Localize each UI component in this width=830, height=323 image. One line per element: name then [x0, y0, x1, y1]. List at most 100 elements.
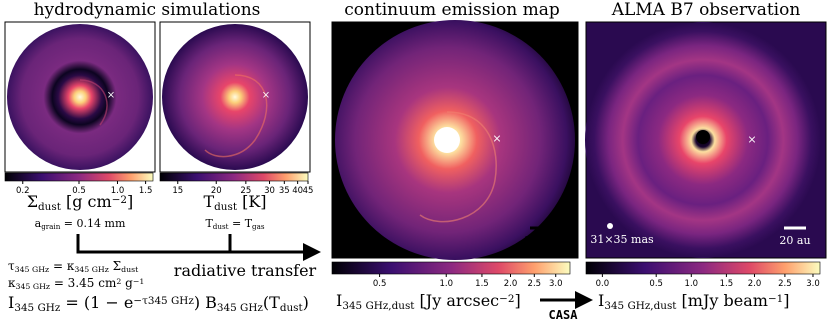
colorbar-label: I345 GHz,dust [Jy arcsec−2] [336, 291, 521, 312]
label-part: 2 [116, 277, 121, 286]
colorbar-label: Σdust [g cm−2] [27, 192, 134, 213]
label-part: grain [41, 222, 61, 231]
cavity [696, 130, 710, 144]
label-part: τ [8, 259, 15, 273]
equation: τ345 GHz = κ345 GHz Σdust [8, 259, 139, 274]
label-part: 345 GHz [148, 295, 194, 307]
label-part: T [203, 192, 214, 211]
planet-marker: × [262, 90, 270, 101]
parameter: agrain = 0.14 mm [35, 217, 126, 231]
label-part: ] [514, 291, 520, 310]
label-part: ] [127, 192, 133, 211]
colorbar-tick-label: 3.0 [549, 279, 563, 289]
label-part: −1 [133, 277, 145, 286]
colorbar-tick-label: 2.0 [504, 279, 518, 289]
colorbar-tick-label: 0.0 [596, 279, 610, 289]
colorbar-label: Tdust [K] [203, 192, 266, 213]
label-part: I [8, 293, 14, 312]
label-part: = (1 − e [60, 293, 133, 312]
colorbar-tick-label: 0.5 [373, 279, 387, 289]
scale-label: 20 au [524, 234, 555, 247]
colorbar-tick-label: 2.0 [748, 279, 762, 289]
label-part: −1 [768, 293, 783, 305]
colorbar-tick-label: 35 [279, 186, 290, 196]
colorbar-tick-label: 1.0 [685, 279, 699, 289]
label-part: 345 GHz,dust [604, 300, 677, 312]
label-part: [Jy arcsec [414, 291, 499, 310]
label-part: 345 GHz [74, 265, 109, 274]
colorbar-tick-label: 2.5 [778, 279, 792, 289]
label-part: gas [252, 222, 265, 231]
label-part: ) B [194, 293, 217, 312]
label-part: Σ [27, 192, 38, 211]
flow-arrow [76, 234, 321, 261]
colorbar-tick-label: 1.5 [139, 186, 153, 196]
beam-label: 31×35 mas [590, 233, 654, 246]
label-part: −τ [133, 295, 148, 307]
equation: κ345 GHz = 3.45 cm2 g−1 [8, 276, 144, 291]
panel-title: continuum emission map [344, 0, 560, 20]
colorbar-tick-label: 40 [292, 186, 303, 196]
label-part: dust [121, 265, 139, 274]
colorbar-tick-label: 1.5 [475, 279, 489, 289]
label-part: −2 [112, 194, 127, 206]
label-part: [K] [237, 192, 267, 211]
spiral [204, 74, 268, 158]
colorbar-tick-label: 3.0 [806, 279, 820, 289]
disk-image [7, 24, 153, 170]
colorbar [159, 172, 309, 182]
colorbar-tick-label: 1.0 [439, 279, 453, 289]
colorbar [585, 261, 821, 275]
planet-marker: × [747, 133, 756, 146]
colorbar-label: I345 GHz,dust [mJy beam−1] [598, 291, 790, 312]
arrow-label: radiative transfer [174, 261, 317, 280]
colorbar-tick-label: 15 [172, 186, 183, 196]
colorbar-tick-label: 25 [240, 186, 251, 196]
arrow-label: CASA [549, 308, 579, 322]
spiral [419, 111, 497, 223]
label-part: dust [38, 201, 62, 213]
colorbar-tick-label: 1.0 [111, 186, 125, 196]
beam [607, 223, 613, 229]
label-part: 345 GHz,dust [342, 300, 415, 312]
disk-image [162, 24, 308, 170]
parameter: Tdust = Tgas [205, 217, 264, 231]
panel-title: ALMA B7 observation [611, 0, 801, 20]
label-part: 345 GHz [217, 302, 263, 314]
colorbar-tick-label: 20 [211, 186, 222, 196]
label-part: ] [783, 291, 789, 310]
colorbar-tick-label: 45 [303, 186, 314, 196]
label-part: κ [8, 276, 16, 290]
label-part: ) [303, 293, 309, 312]
planet-marker: × [107, 90, 115, 101]
colorbar [4, 172, 154, 182]
label-part: 345 GHz [16, 282, 51, 291]
label-part: g [121, 276, 133, 290]
equation: I345 GHz = (1 − e−τ345 GHz) B345 GHz(Tdu… [8, 293, 309, 314]
spiral [79, 79, 108, 126]
label-part: = T [229, 217, 253, 230]
label-part: (T [263, 293, 280, 312]
label-part: Σ [109, 259, 121, 273]
label-part: 345 GHz [14, 302, 60, 314]
label-part: 345 GHz [15, 265, 50, 274]
colorbar-tick-label: 0.2 [16, 186, 30, 196]
label-part: [g cm [61, 192, 112, 211]
label-part: a [35, 217, 42, 230]
label-part: I [336, 291, 342, 310]
colorbar-tick-label: 2.5 [528, 279, 542, 289]
label-part: = 3.45 cm [50, 276, 117, 290]
label-part: dust [213, 222, 229, 231]
colorbar-tick-label: 0.5 [649, 279, 663, 289]
planet-marker: × [492, 132, 501, 145]
center [434, 127, 460, 153]
label-part: dust [280, 302, 304, 314]
label-part: = 0.14 mm [60, 217, 126, 230]
colorbar-tick-label: 0.5 [72, 186, 86, 196]
colorbar [331, 261, 571, 275]
scale-label: 20 au [779, 234, 810, 247]
colorbar-tick-label: 1.5 [720, 279, 734, 289]
label-part: [mJy beam [676, 291, 767, 310]
panel-title: hydrodynamic simulations [34, 0, 261, 20]
